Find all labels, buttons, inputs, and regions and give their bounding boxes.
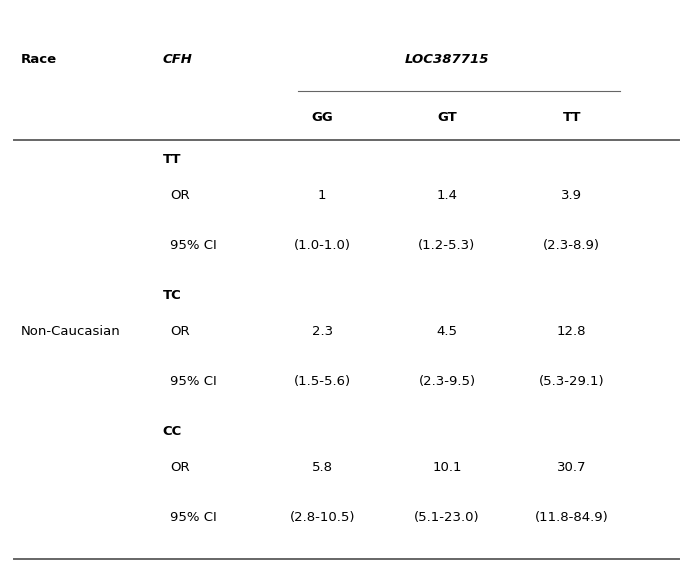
Text: TC: TC [163,289,182,302]
Text: Non-Caucasian: Non-Caucasian [21,325,121,337]
Text: LOC387715: LOC387715 [405,54,489,66]
Text: 2.3: 2.3 [312,325,333,337]
Text: CFH: CFH [163,54,193,66]
Text: (1.5-5.6): (1.5-5.6) [294,375,351,388]
Text: TT: TT [163,154,182,166]
Text: (1.0-1.0): (1.0-1.0) [294,239,351,252]
Text: (2.8-10.5): (2.8-10.5) [290,511,355,524]
Text: (2.3-9.5): (2.3-9.5) [419,375,475,388]
Text: 1: 1 [318,189,326,202]
Text: 10.1: 10.1 [432,461,462,473]
Text: 3.9: 3.9 [561,189,582,202]
Text: 5.8: 5.8 [312,461,333,473]
Text: OR: OR [170,461,189,473]
Text: OR: OR [170,325,189,337]
Text: 95% CI: 95% CI [170,511,216,524]
Text: OR: OR [170,189,189,202]
Text: (1.2-5.3): (1.2-5.3) [419,239,475,252]
Text: 95% CI: 95% CI [170,375,216,388]
Text: (11.8-84.9): (11.8-84.9) [535,511,608,524]
Text: 1.4: 1.4 [437,189,457,202]
Text: 30.7: 30.7 [557,461,586,473]
Text: (5.1-23.0): (5.1-23.0) [414,511,480,524]
Text: Race: Race [21,54,57,66]
Text: 95% CI: 95% CI [170,239,216,252]
Text: CC: CC [163,425,182,438]
Text: 4.5: 4.5 [437,325,457,337]
Text: (5.3-29.1): (5.3-29.1) [539,375,604,388]
Text: 12.8: 12.8 [557,325,586,337]
Text: TT: TT [563,111,581,123]
Text: GG: GG [311,111,333,123]
Text: GT: GT [437,111,457,123]
Text: (2.3-8.9): (2.3-8.9) [543,239,600,252]
